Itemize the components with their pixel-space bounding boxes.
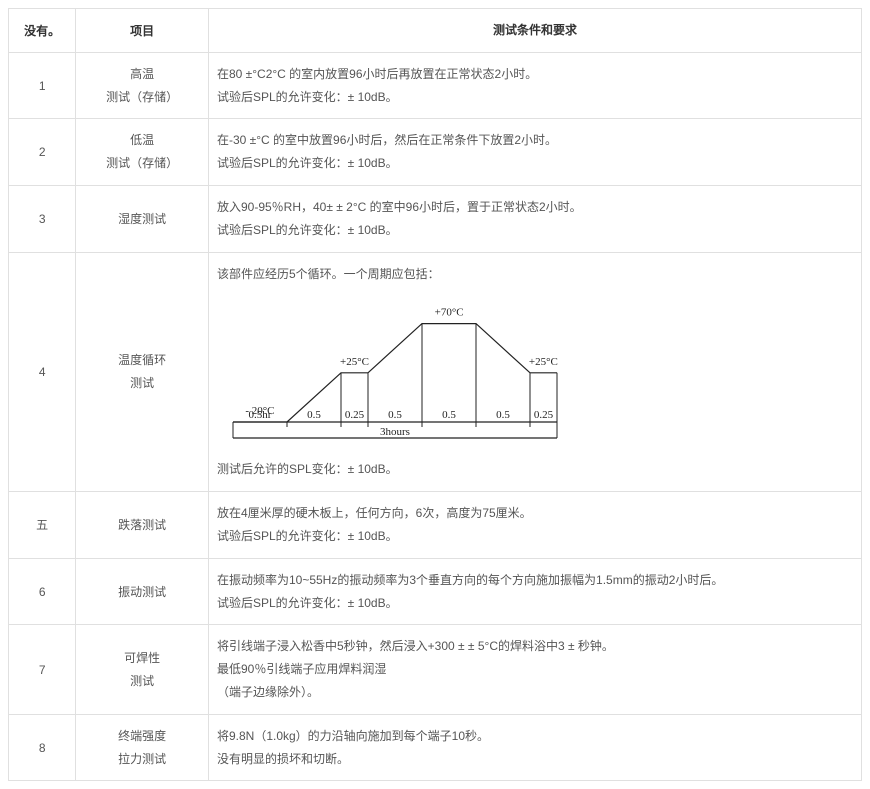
svg-text:+70°C: +70°C: [435, 307, 464, 319]
reliability-test-table: 没有。 项目 测试条件和要求 1 高温 测试（存储） 在80 ±°C2°C 的室…: [8, 8, 862, 781]
svg-text:0.25: 0.25: [534, 409, 554, 421]
svg-text:- 20°C: - 20°C: [245, 405, 274, 417]
item-line2: 测试（存储）: [84, 152, 200, 175]
row-item: 可焊性 测试: [76, 625, 209, 714]
header-row: 没有。 项目 测试条件和要求: [9, 9, 862, 53]
item-line2: 拉力测试: [84, 748, 200, 771]
svg-text:+25°C: +25°C: [340, 356, 369, 368]
svg-text:0.5: 0.5: [307, 409, 321, 421]
row-item: 湿度测试: [76, 185, 209, 252]
svg-text:0.25: 0.25: [345, 409, 365, 421]
row-cond: 放在4厘米厚的硬木板上，任何方向，6次，高度为75厘米。 试验后SPL的允许变化…: [208, 492, 861, 559]
svg-text:3hours: 3hours: [380, 426, 410, 438]
cond-line1: 在80 ±°C2°C 的室内放置96小时后再放置在正常状态2小时。: [217, 63, 853, 86]
row-num: 7: [9, 625, 76, 714]
table-row: 6 振动测试 在振动频率为10~55Hz的振动频率为3个垂直方向的每个方向施加振…: [9, 558, 862, 625]
cond-line2: 试验后SPL的允许变化：± 10dB。: [217, 592, 853, 615]
row-num: 6: [9, 558, 76, 625]
table-row: 3 湿度测试 放入90-95％RH，40± ± 2°C 的室中96小时后，置于正…: [9, 185, 862, 252]
item-line1: 低温: [84, 129, 200, 152]
row-cond: 放入90-95％RH，40± ± 2°C 的室中96小时后，置于正常状态2小时。…: [208, 185, 861, 252]
cond-line2: 试验后SPL的允许变化：± 10dB。: [217, 152, 853, 175]
item-line2: 测试: [84, 372, 200, 395]
svg-text:0.5: 0.5: [388, 409, 402, 421]
row-num: 五: [9, 492, 76, 559]
row-cond: 该部件应经历5个循环。一个周期应包括： 0.5hr0.50.250.50.50.…: [208, 252, 861, 492]
row-item: 高温 测试（存储）: [76, 52, 209, 119]
row-num: 8: [9, 714, 76, 781]
temperature-cycle-chart: 0.5hr0.50.250.50.50.50.253hours- 20°C+25…: [217, 285, 853, 458]
cond-line2: 试验后SPL的允许变化：± 10dB。: [217, 525, 853, 548]
cond-top: 该部件应经历5个循环。一个周期应包括：: [217, 263, 853, 286]
item-line2: 测试: [84, 670, 200, 693]
row-num: 1: [9, 52, 76, 119]
cond-line1: 将9.8N（1.0kg）的力沿轴向施加到每个端子10秒。: [217, 725, 853, 748]
cond-line1: 在-30 ±°C 的室中放置96小时后，然后在正常条件下放置2小时。: [217, 129, 853, 152]
svg-text:+25°C: +25°C: [529, 356, 558, 368]
row-item: 振动测试: [76, 558, 209, 625]
cond-line2: 试验后SPL的允许变化：± 10dB。: [217, 219, 853, 242]
item-line1: 温度循环: [84, 349, 200, 372]
cond-line2: 试验后SPL的允许变化：± 10dB。: [217, 86, 853, 109]
cond-line1: 将引线端子浸入松香中5秒钟，然后浸入+300 ± ± 5°C的焊料浴中3 ± 秒…: [217, 635, 853, 658]
table-row: 五 跌落测试 放在4厘米厚的硬木板上，任何方向，6次，高度为75厘米。 试验后S…: [9, 492, 862, 559]
row-item: 温度循环 测试: [76, 252, 209, 492]
row-cond: 在振动频率为10~55Hz的振动频率为3个垂直方向的每个方向施加振幅为1.5mm…: [208, 558, 861, 625]
svg-text:0.5: 0.5: [442, 409, 456, 421]
row-cond: 在-30 ±°C 的室中放置96小时后，然后在正常条件下放置2小时。 试验后SP…: [208, 119, 861, 186]
row-num: 3: [9, 185, 76, 252]
cond-line3: （端子边缘除外）。: [217, 681, 853, 704]
svg-text:0.5: 0.5: [496, 409, 510, 421]
item-line1: 湿度测试: [84, 210, 200, 227]
row-item: 跌落测试: [76, 492, 209, 559]
row-num: 4: [9, 252, 76, 492]
cond-bottom: 测试后允许的SPL变化：± 10dB。: [217, 458, 853, 481]
item-line1: 振动测试: [84, 583, 200, 600]
table-row: 7 可焊性 测试 将引线端子浸入松香中5秒钟，然后浸入+300 ± ± 5°C的…: [9, 625, 862, 714]
table-row: 1 高温 测试（存储） 在80 ±°C2°C 的室内放置96小时后再放置在正常状…: [9, 52, 862, 119]
item-line2: 测试（存储）: [84, 86, 200, 109]
item-line1: 可焊性: [84, 647, 200, 670]
cond-line1: 放入90-95％RH，40± ± 2°C 的室中96小时后，置于正常状态2小时。: [217, 196, 853, 219]
row-cond: 将引线端子浸入松香中5秒钟，然后浸入+300 ± ± 5°C的焊料浴中3 ± 秒…: [208, 625, 861, 714]
cond-line2: 没有明显的损坏和切断。: [217, 748, 853, 771]
row-item: 低温 测试（存储）: [76, 119, 209, 186]
item-line1: 终端强度: [84, 725, 200, 748]
cond-line1: 在振动频率为10~55Hz的振动频率为3个垂直方向的每个方向施加振幅为1.5mm…: [217, 569, 853, 592]
table-row: 4 温度循环 测试 该部件应经历5个循环。一个周期应包括： 0.5hr0.50.…: [9, 252, 862, 492]
row-item: 终端强度 拉力测试: [76, 714, 209, 781]
item-line1: 跌落测试: [84, 516, 200, 533]
cond-line1: 放在4厘米厚的硬木板上，任何方向，6次，高度为75厘米。: [217, 502, 853, 525]
table-row: 8 终端强度 拉力测试 将9.8N（1.0kg）的力沿轴向施加到每个端子10秒。…: [9, 714, 862, 781]
row-cond: 将9.8N（1.0kg）的力沿轴向施加到每个端子10秒。 没有明显的损坏和切断。: [208, 714, 861, 781]
row-num: 2: [9, 119, 76, 186]
row-cond: 在80 ±°C2°C 的室内放置96小时后再放置在正常状态2小时。 试验后SPL…: [208, 52, 861, 119]
item-line1: 高温: [84, 63, 200, 86]
cycle-chart-svg: 0.5hr0.50.250.50.50.50.253hours- 20°C+25…: [217, 291, 567, 456]
table-row: 2 低温 测试（存储） 在-30 ±°C 的室中放置96小时后，然后在正常条件下…: [9, 119, 862, 186]
header-cond: 测试条件和要求: [208, 9, 861, 53]
header-item: 项目: [76, 9, 209, 53]
header-num: 没有。: [9, 9, 76, 53]
